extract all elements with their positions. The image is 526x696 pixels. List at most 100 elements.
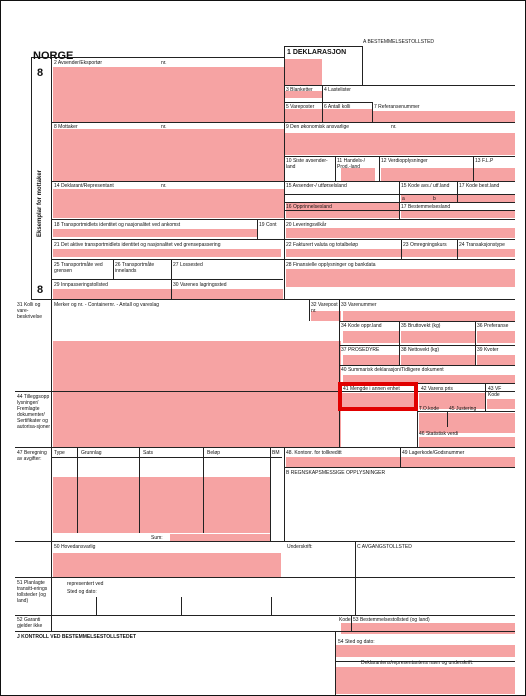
label-kode: Kode (339, 617, 351, 623)
net-weight-field[interactable] (401, 355, 475, 365)
goods-description-field[interactable] (53, 341, 341, 419)
label-f2: 2 Avsender/Eksportør (54, 60, 102, 66)
other-unit-quantity-field[interactable] (341, 393, 417, 409)
label-f7: 7 Referansenummer (374, 104, 420, 110)
label-f52: 52 Garanti gjelder ikke (17, 617, 43, 629)
label-f30: 30 Varenes lagringssted (173, 282, 227, 288)
procedure-field[interactable] (343, 355, 399, 365)
label-f26: 26 Transportmåte innelands (115, 262, 155, 274)
label-f44: 44 Tilleggsopp lysninger/ Fremlagte doku… (17, 394, 51, 430)
quota-field[interactable] (477, 355, 515, 365)
country-codes-field[interactable] (401, 194, 515, 202)
declarant-signature-field[interactable] (335, 667, 515, 694)
forms-field[interactable] (284, 91, 322, 98)
label-f41: 41 Mengde i annen enhet (343, 386, 400, 392)
tax-calculation-table[interactable] (53, 477, 270, 533)
additional-info-field[interactable] (53, 409, 341, 447)
label-sum: Sum: (151, 535, 163, 541)
label-f12: 12 Verdiopplysninger (381, 158, 428, 164)
economic-responsible-field[interactable] (284, 133, 515, 155)
label-f54: 54 Sted og dato: (338, 639, 375, 645)
label-underskrift: Underskrift: (287, 544, 313, 550)
label-f18: 18 Transportmidlets identitet og nasjona… (54, 222, 181, 228)
label-f10: 10 Siste avsender-land (286, 158, 328, 170)
label-sub-b: b (433, 196, 436, 202)
label-f20: 20 Leveringsvilkår (286, 222, 327, 228)
copy-number-bottom: 8 (37, 284, 44, 296)
value-info-field[interactable] (381, 168, 515, 181)
col-type: Type (54, 450, 65, 456)
preference-field[interactable] (477, 331, 515, 343)
declarant-field[interactable] (53, 189, 284, 218)
statistical-value-field[interactable] (419, 437, 515, 447)
label-f13: 13 F.L.P (475, 158, 494, 164)
label-f3: 3 Blanketter (286, 87, 313, 93)
adjustment-field[interactable] (447, 413, 515, 433)
label-f9: 9 Den økonomisk ansvarlige (286, 124, 350, 130)
declaration-type-field[interactable] (284, 59, 322, 86)
label-f47: 47 Beregning av avgifter: (17, 450, 47, 462)
label-f15a: 15 Kode avs./ utf.land (401, 183, 450, 189)
office-label: A BESTEMMELSESTOLLSTED (363, 39, 435, 45)
transport-arrival-field[interactable] (53, 229, 257, 237)
label-f11: 11 Handels-/ Prod.-land (337, 158, 365, 170)
place-date-field[interactable] (335, 645, 515, 657)
label-nr-2: nr. (161, 124, 167, 130)
item-price-field[interactable] (419, 393, 485, 409)
col-sats: Sats (143, 450, 154, 456)
label-f16: 16 Opprinnelsesland (286, 204, 332, 210)
tax-sum-field[interactable] (170, 534, 270, 542)
label-f40: 40 Summarisk deklarasjon/Tidligere dokum… (341, 367, 444, 373)
country-title: NORGE (33, 50, 74, 62)
label-f21: 21 Det aktive transportmidlets identitet… (54, 242, 221, 248)
label-f17a: 17 Kode best.land (459, 183, 500, 189)
origin-code-field[interactable] (343, 331, 399, 343)
label-f38: 38 Nettovekt (kg) (401, 347, 440, 353)
summary-declaration-field[interactable] (343, 375, 515, 383)
warehouse-code-field[interactable] (401, 457, 515, 467)
label-f27: 27 Lossested (173, 262, 203, 268)
label-f23: 23 Omregningskurs (403, 242, 447, 248)
storage-place-field[interactable] (173, 289, 283, 299)
label-to-kode: T.O.kode (419, 406, 440, 412)
trade-country-field[interactable] (341, 168, 375, 181)
label-f50: 50 Hovedansvarlig (54, 544, 96, 550)
label-fJ: J KONTROLL VED BESTEMMELSESTOLLSTEDET (17, 634, 136, 640)
label-representert: representert ved (67, 581, 104, 587)
label-f15: 15 Avsender-/ utførselsland (286, 183, 347, 189)
principal-field[interactable] (53, 553, 281, 577)
declaration-label: 1 DEKLARASJON (287, 49, 347, 56)
items-field[interactable] (284, 109, 322, 122)
credit-account-field[interactable] (286, 457, 400, 467)
item-number-field[interactable] (311, 311, 341, 321)
vf-code-field[interactable] (487, 399, 515, 409)
label-f17: 17 Bestemmelsesland (401, 204, 451, 210)
col-bm: BM (272, 450, 280, 456)
financial-info-field[interactable] (286, 269, 515, 287)
label-f37: 37 PROSEDYRE (341, 347, 380, 353)
label-f33: 33 Varenummer (341, 302, 377, 308)
destination-country-field[interactable] (401, 210, 515, 218)
delivery-terms-field[interactable] (286, 228, 515, 238)
highlight-box (338, 382, 418, 411)
entry-office-field[interactable] (53, 289, 173, 299)
gross-weight-field[interactable] (401, 331, 475, 343)
copy-side-label: Eksemplar for mottaker (37, 169, 43, 237)
label-f6: 6 Antall kolli (324, 104, 351, 110)
packages-field[interactable] (322, 109, 372, 122)
sender-field[interactable] (53, 67, 284, 122)
label-f4: 4 Lastelister (324, 87, 351, 93)
invoice-currency-field[interactable] (286, 249, 515, 257)
active-transport-field[interactable] (53, 249, 281, 257)
commodity-code-field[interactable] (343, 311, 515, 321)
reference-field[interactable] (372, 111, 515, 122)
destination-office-field[interactable] (341, 623, 515, 634)
label-f51: 51 Planlagte transitt-erings tollsteder … (17, 580, 48, 604)
receiver-field[interactable] (53, 129, 284, 181)
label-f54-signature: Deklarantens/representantens navn og und… (361, 660, 474, 666)
label-sted-dato-1: Sted og dato: (67, 589, 97, 595)
label-fC: C AVGANGSTOLLSTED (357, 544, 412, 550)
label-f31-text: Merker og nr. - Containernr. - Antall og… (54, 302, 160, 308)
label-sub-a: a (402, 196, 405, 202)
